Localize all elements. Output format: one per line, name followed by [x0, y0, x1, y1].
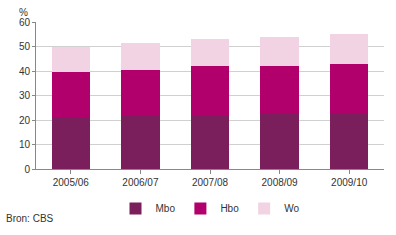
svg-text:2005/06: 2005/06: [53, 177, 90, 188]
svg-text:50: 50: [19, 41, 31, 52]
svg-text:60: 60: [19, 17, 31, 28]
svg-text:Hbo: Hbo: [220, 203, 239, 214]
svg-text:40: 40: [19, 66, 31, 77]
svg-text:Mbo: Mbo: [156, 203, 176, 214]
svg-text:0: 0: [24, 164, 30, 175]
svg-text:10: 10: [19, 139, 31, 150]
svg-text:Bron: CBS: Bron: CBS: [6, 213, 54, 224]
svg-text:2008/09: 2008/09: [262, 177, 299, 188]
svg-text:20: 20: [19, 115, 31, 126]
svg-text:2006/07: 2006/07: [122, 177, 159, 188]
svg-text:2009/10: 2009/10: [331, 177, 368, 188]
svg-text:2007/08: 2007/08: [192, 177, 229, 188]
svg-text:%: %: [19, 7, 28, 18]
svg-text:Wo: Wo: [284, 203, 299, 214]
svg-text:30: 30: [19, 90, 31, 101]
